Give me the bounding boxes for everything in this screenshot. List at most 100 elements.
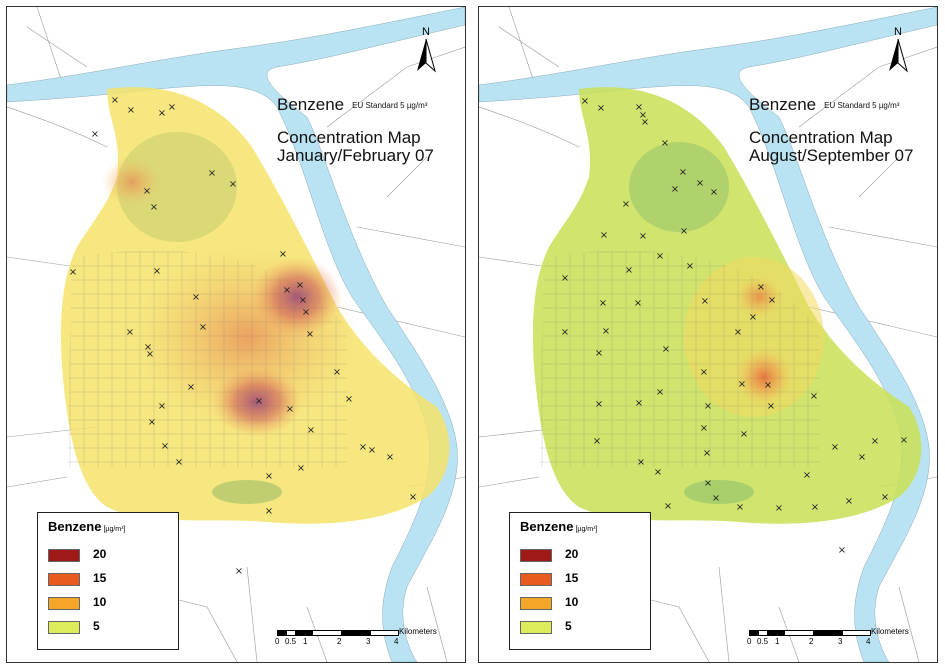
map-panel-left: × × × × × × × × × × × × × × × × × × × × × × × × × × × × × × … — [6, 6, 466, 663]
scale-tick: 1 — [775, 637, 780, 646]
map-period: January/February 07 — [277, 146, 434, 165]
svg-text:×: × — [680, 226, 688, 237]
legend-label: 20 — [565, 547, 579, 561]
svg-text:×: × — [409, 492, 417, 503]
river — [479, 7, 937, 662]
legend-swatch — [48, 573, 80, 586]
scale-bar: 0 0.5 1 2 3 4 Kilometers — [275, 627, 465, 660]
svg-text:×: × — [900, 435, 908, 446]
svg-text:×: × — [345, 394, 353, 405]
svg-text:×: × — [704, 401, 712, 412]
svg-text:×: × — [600, 230, 608, 241]
legend-label: 10 — [93, 595, 107, 609]
svg-text:×: × — [700, 367, 708, 378]
scale-bar: 0 0.5 1 2 3 4 Kilometers — [747, 627, 937, 660]
svg-text:×: × — [749, 312, 757, 323]
svg-text:×: × — [299, 295, 307, 306]
scale-tick: 0.5 — [757, 637, 769, 646]
svg-text:×: × — [161, 441, 169, 452]
svg-text:×: × — [838, 545, 846, 556]
svg-text:×: × — [656, 251, 664, 262]
legend-label: 10 — [565, 595, 579, 609]
svg-text:×: × — [599, 298, 607, 309]
scale-unit: Kilometers — [871, 627, 909, 636]
svg-text:×: × — [701, 296, 709, 307]
svg-text:×: × — [265, 506, 273, 517]
svg-text:×: × — [208, 168, 216, 179]
svg-text:×: × — [283, 285, 291, 296]
svg-text:×: × — [637, 457, 645, 468]
legend-swatch — [520, 573, 552, 586]
svg-text:×: × — [703, 448, 711, 459]
svg-text:×: × — [738, 379, 746, 390]
svg-text:×: × — [279, 249, 287, 260]
scale-tick: 3 — [366, 637, 371, 646]
svg-text:×: × — [386, 452, 394, 463]
svg-text:×: × — [810, 391, 818, 402]
svg-text:×: × — [595, 399, 603, 410]
svg-text:×: × — [69, 267, 77, 278]
map-canvas: ××× ××× ××× ××× ××× ××× ××× ××× ××× ××× … — [7, 7, 465, 662]
legend-swatch — [48, 597, 80, 610]
svg-text:×: × — [664, 501, 672, 512]
legend-label: 5 — [565, 619, 572, 633]
scale-tick: 1 — [303, 637, 308, 646]
legend-label: 20 — [93, 547, 107, 561]
svg-text:×: × — [561, 327, 569, 338]
svg-text:×: × — [736, 502, 744, 513]
svg-text:×: × — [187, 382, 195, 393]
legend: Benzene [µg/m³] 20 15 10 5 — [37, 512, 179, 650]
legend-unit: [µg/m³] — [103, 526, 126, 533]
svg-text:×: × — [639, 110, 647, 121]
scale-tick: 4 — [394, 637, 399, 646]
svg-text:×: × — [712, 493, 720, 504]
svg-text:×: × — [768, 295, 776, 306]
legend-label: 5 — [93, 619, 100, 633]
map-canvas: ××× ××× ××× ××× ××× ××× ××× ××× ××× ××× … — [479, 7, 937, 662]
svg-text:×: × — [686, 261, 694, 272]
svg-text:×: × — [111, 95, 119, 106]
legend-swatch — [520, 621, 552, 634]
svg-text:×: × — [704, 478, 712, 489]
svg-text:×: × — [671, 184, 679, 195]
svg-text:×: × — [153, 266, 161, 277]
svg-text:×: × — [91, 129, 99, 140]
scale-tick: 3 — [838, 637, 843, 646]
legend-swatch — [48, 621, 80, 634]
svg-text:×: × — [635, 102, 643, 113]
svg-text:×: × — [126, 327, 134, 338]
svg-text:×: × — [881, 492, 889, 503]
svg-text:×: × — [306, 329, 314, 340]
svg-text:×: × — [740, 429, 748, 440]
svg-text:×: × — [199, 322, 207, 333]
svg-text:×: × — [297, 463, 305, 474]
legend-swatch — [48, 549, 80, 562]
eu-standard: EU Standard 5 µg/m³ — [352, 101, 428, 111]
legend-title: Benzene — [48, 519, 102, 534]
svg-text:×: × — [734, 327, 742, 338]
svg-text:×: × — [845, 496, 853, 507]
svg-text:×: × — [148, 417, 156, 428]
svg-text:×: × — [710, 187, 718, 198]
scale-tick: 4 — [866, 637, 871, 646]
svg-text:×: × — [144, 342, 152, 353]
svg-text:×: × — [168, 102, 176, 113]
svg-text:×: × — [635, 398, 643, 409]
svg-text:×: × — [333, 367, 341, 378]
svg-text:×: × — [143, 186, 151, 197]
map-period: August/September 07 — [749, 146, 914, 165]
svg-text:×: × — [595, 348, 603, 359]
north-arrow: N — [411, 23, 441, 82]
north-label: N — [422, 26, 430, 38]
svg-text:×: × — [127, 105, 135, 116]
map-title-block: Benzene EU Standard 5 µg/m³ Concentration… — [749, 95, 913, 165]
svg-text:×: × — [767, 401, 775, 412]
svg-text:×: × — [662, 344, 670, 355]
north-label: N — [894, 26, 902, 38]
svg-text:×: × — [597, 103, 605, 114]
svg-text:×: × — [192, 292, 200, 303]
svg-text:×: × — [622, 199, 630, 210]
svg-text:×: × — [858, 452, 866, 463]
svg-text:×: × — [634, 298, 642, 309]
svg-text:×: × — [286, 404, 294, 415]
